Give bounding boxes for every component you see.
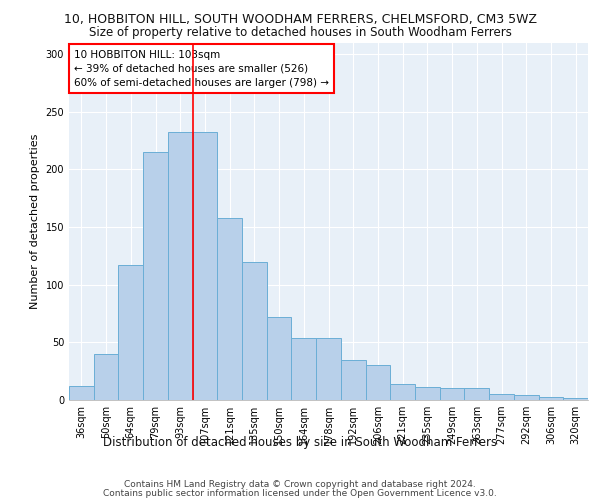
Bar	[390, 384, 415, 400]
Bar	[267, 317, 292, 400]
Bar	[489, 394, 514, 400]
Bar	[69, 386, 94, 400]
Text: Contains public sector information licensed under the Open Government Licence v3: Contains public sector information licen…	[103, 489, 497, 498]
Text: Distribution of detached houses by size in South Woodham Ferrers: Distribution of detached houses by size …	[103, 436, 497, 449]
Bar	[94, 354, 118, 400]
Bar	[168, 132, 193, 400]
Bar	[242, 262, 267, 400]
Bar	[292, 338, 316, 400]
Bar	[440, 388, 464, 400]
Bar	[464, 388, 489, 400]
Bar	[415, 388, 440, 400]
Y-axis label: Number of detached properties: Number of detached properties	[30, 134, 40, 309]
Bar	[193, 132, 217, 400]
Bar	[316, 338, 341, 400]
Bar	[365, 366, 390, 400]
Bar	[514, 396, 539, 400]
Text: Contains HM Land Registry data © Crown copyright and database right 2024.: Contains HM Land Registry data © Crown c…	[124, 480, 476, 489]
Bar	[143, 152, 168, 400]
Text: 10, HOBBITON HILL, SOUTH WOODHAM FERRERS, CHELMSFORD, CM3 5WZ: 10, HOBBITON HILL, SOUTH WOODHAM FERRERS…	[64, 12, 536, 26]
Bar	[341, 360, 365, 400]
Bar	[563, 398, 588, 400]
Bar	[217, 218, 242, 400]
Text: Size of property relative to detached houses in South Woodham Ferrers: Size of property relative to detached ho…	[89, 26, 511, 39]
Bar	[118, 265, 143, 400]
Bar	[539, 396, 563, 400]
Text: 10 HOBBITON HILL: 103sqm
← 39% of detached houses are smaller (526)
60% of semi-: 10 HOBBITON HILL: 103sqm ← 39% of detach…	[74, 50, 329, 88]
